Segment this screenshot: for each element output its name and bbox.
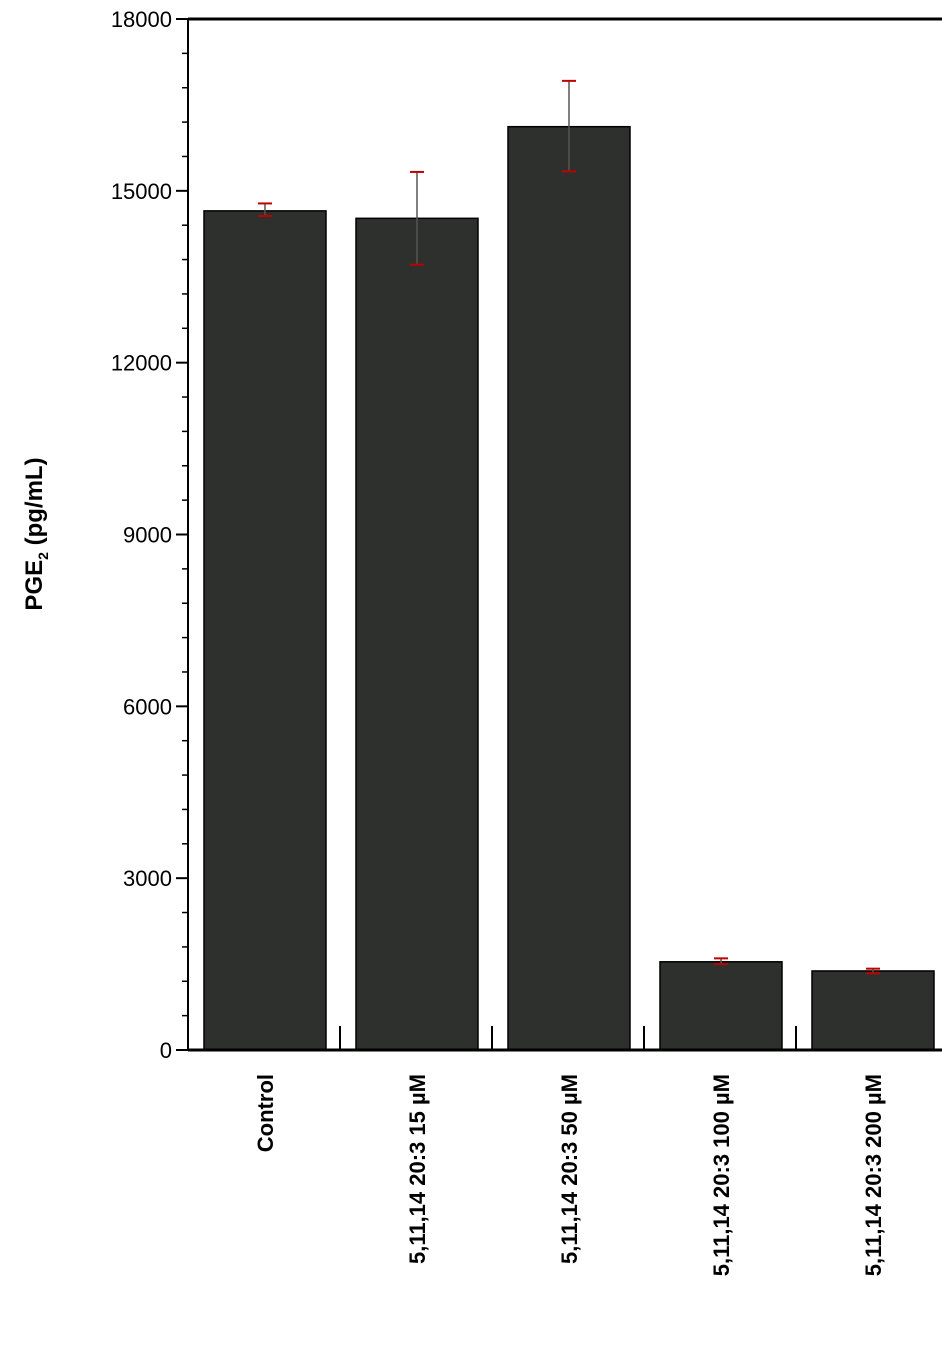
bar [355,217,479,1051]
category-labels: Control 5,11,14 20:3 15 µM 5,11,14 20:3 50… [253,1074,886,1276]
y-tick-label: 18000 [111,7,172,32]
y-tick-label: 12000 [111,351,172,376]
y-tick-label: 3000 [123,866,172,891]
category-label: Control [253,1074,278,1152]
bar [507,125,631,1051]
category-label: 5,11,14 20:3 200 µM [861,1074,886,1276]
y-tick-label: 6000 [123,694,172,719]
bar [811,970,935,1051]
category-label: 5,11,14 20:3 50 µM [557,1074,582,1264]
bars-layer [203,125,935,1051]
y-axis-title: PGE2 (pg/mL) [21,457,51,610]
category-label: 5,11,14 20:3 100 µM [709,1074,734,1276]
x-ticks [339,1026,797,1050]
y-tick-label: 15000 [111,179,172,204]
error-bars-layer [258,79,880,975]
bar [203,210,327,1051]
category-label: 5,11,14 20:3 15 µM [405,1074,430,1264]
y-tick-label: 9000 [123,523,172,548]
bar [659,961,783,1051]
y-ticks: 0 3000 6000 9000 12000 15000 18000 [111,7,188,1063]
y-tick-label: 0 [160,1038,172,1063]
